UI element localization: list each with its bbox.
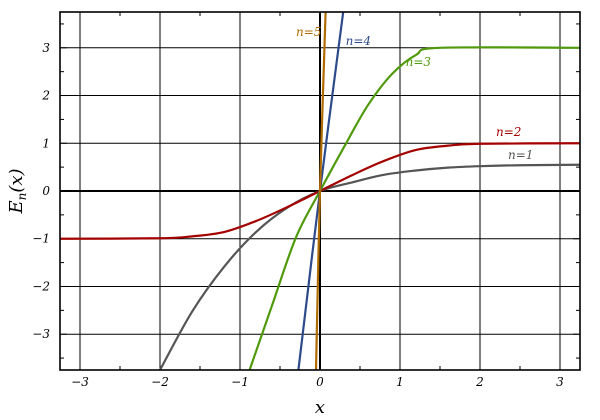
y-axis-title-arg: (x) (6, 168, 27, 192)
series-line-n=5 (314, 11, 327, 371)
x-tick-label: 1 (396, 375, 404, 389)
x-tick-label: 2 (475, 375, 484, 389)
series-line-n=1 (159, 163, 581, 371)
x-tick-label: −1 (231, 375, 249, 389)
x-axis-title: x (315, 397, 325, 418)
y-tick-label: −1 (32, 232, 50, 246)
y-tick-label: −3 (32, 327, 50, 341)
y-tick-label: −2 (32, 279, 50, 293)
y-tick-label: 1 (42, 136, 50, 150)
y-tick-label: 2 (41, 89, 50, 103)
x-tick-label: −2 (151, 375, 169, 389)
series-label-n=5: n=5 (296, 25, 321, 39)
series-line-n=3 (248, 46, 581, 371)
x-tick-label: 3 (556, 375, 564, 389)
x-tick-label: 0 (316, 375, 324, 389)
series-lines (59, 11, 581, 371)
series-label-n=1: n=1 (508, 148, 533, 162)
y-axis-title: En(x) (6, 168, 29, 214)
y-axis-title-main: E (6, 200, 27, 214)
series-label-n=3: n=3 (406, 55, 432, 69)
series-labels: n=1 n=2 n=3 n=4 n=5 (296, 25, 533, 162)
series-label-n=4: n=4 (346, 34, 371, 48)
tick-labels: −3 −2 −1 0 1 2 3 −3 −2 −1 0 1 2 3 (32, 41, 564, 389)
x-tick-label: −3 (71, 375, 89, 389)
y-tick-label: 3 (42, 41, 50, 55)
y-axis-title-sub: n (15, 193, 29, 201)
y-tick-label: 0 (42, 184, 50, 198)
series-label-n=2: n=2 (496, 125, 521, 139)
plot-frame (59, 11, 581, 371)
